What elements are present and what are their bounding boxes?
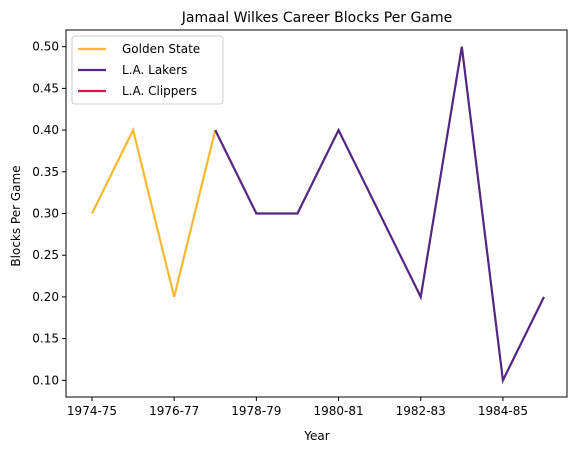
plot-lines: [91, 46, 545, 385]
x-tick-label: 1984-85: [478, 404, 528, 418]
x-tick-label: 1980-81: [313, 404, 363, 418]
x-tick-label: 1978-79: [231, 404, 281, 418]
x-tick-label: 1974-75: [67, 404, 117, 418]
series-line-0: [91, 126, 217, 298]
y-tick-label: 0.50: [32, 40, 59, 54]
x-tick-label: 1976-77: [149, 404, 199, 418]
x-axis: 1974-75 1976-77 1978-79 1980-81 1982-83 1984-…: [67, 397, 528, 418]
y-tick-label: 0.15: [32, 332, 59, 346]
y-tick-label: 0.20: [32, 290, 59, 304]
y-axis-label: Blocks Per Game: [9, 165, 23, 266]
y-axis: 0.10 0.15 0.20 0.25 0.30 0.35 0.40 0.45 0.50: [32, 40, 66, 387]
legend-entry-2: L.A. Clippers: [122, 84, 197, 98]
y-tick-label: 0.35: [32, 165, 59, 179]
y-tick-label: 0.40: [32, 123, 59, 137]
legend-entry-0: Golden State: [122, 42, 200, 56]
chart-title: Jamaal Wilkes Career Blocks Per Game: [181, 10, 452, 26]
series-line-1: [214, 46, 545, 385]
y-tick-label: 0.45: [32, 81, 59, 95]
x-tick-label: 1982-83: [396, 404, 446, 418]
legend: Golden State L.A. Lakers L.A. Clippers: [71, 35, 224, 105]
x-axis-label: Year: [303, 429, 329, 443]
y-tick-label: 0.10: [32, 373, 59, 387]
legend-box: [71, 35, 224, 105]
y-tick-label: 0.30: [32, 207, 59, 221]
legend-entry-1: L.A. Lakers: [122, 63, 187, 77]
y-tick-label: 0.25: [32, 248, 59, 262]
